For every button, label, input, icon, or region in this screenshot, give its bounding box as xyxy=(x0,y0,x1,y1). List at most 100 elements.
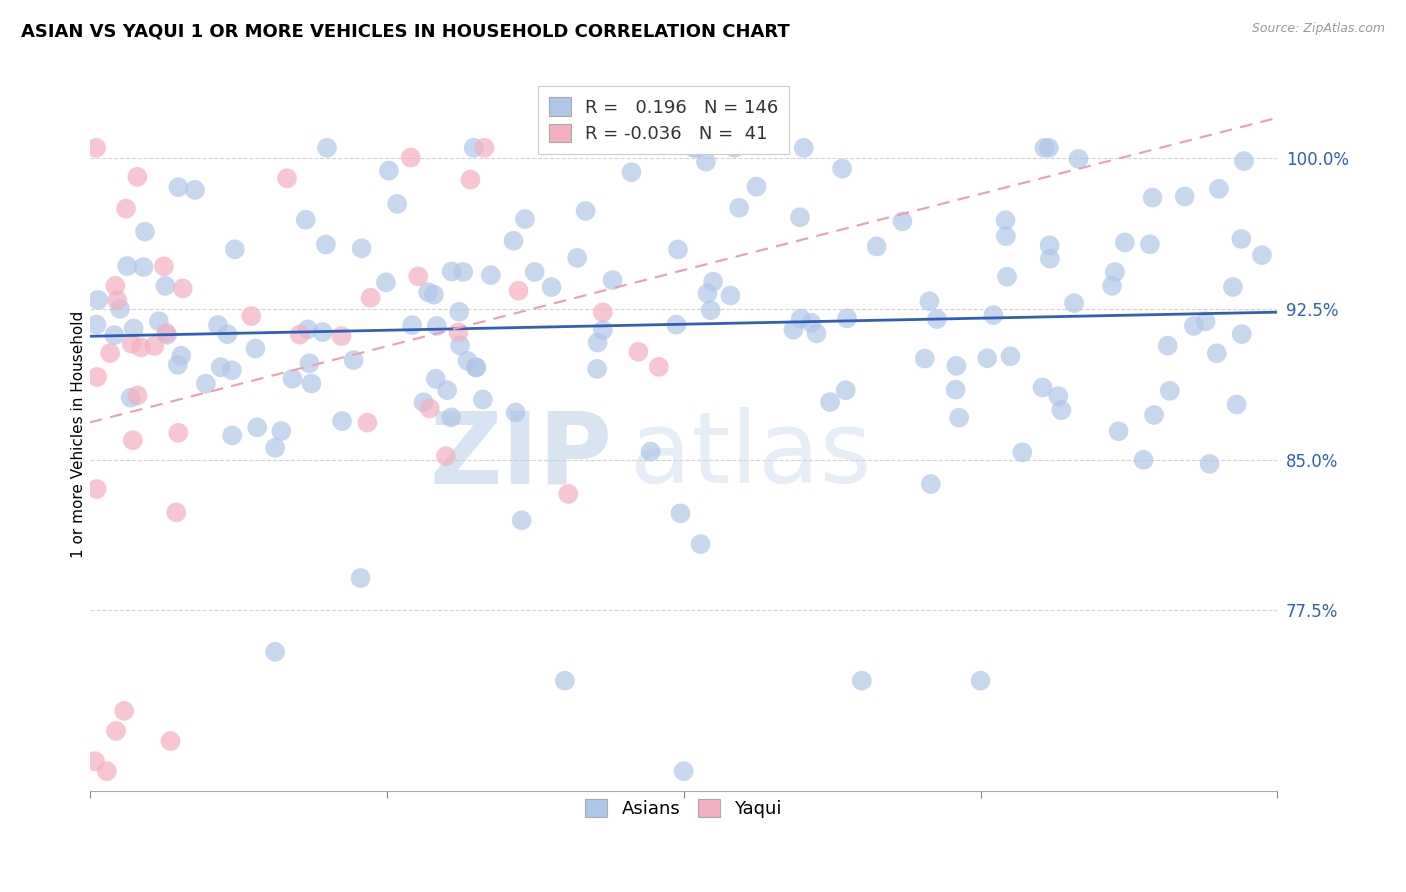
Point xyxy=(419,401,441,416)
Point xyxy=(281,372,304,386)
Point xyxy=(945,359,967,373)
Point xyxy=(891,214,914,228)
Point xyxy=(834,383,856,397)
Point xyxy=(1222,280,1244,294)
Point xyxy=(640,444,662,458)
Point xyxy=(983,308,1005,322)
Point xyxy=(105,723,128,738)
Point xyxy=(1132,453,1154,467)
Point xyxy=(166,358,188,372)
Point xyxy=(96,764,118,779)
Point xyxy=(505,405,527,419)
Point xyxy=(463,141,485,155)
Point xyxy=(1067,152,1090,166)
Point xyxy=(170,349,193,363)
Point xyxy=(510,513,533,527)
Point xyxy=(447,326,470,340)
Point xyxy=(217,327,239,342)
Point xyxy=(574,203,596,218)
Point xyxy=(1205,346,1227,360)
Point xyxy=(1038,141,1060,155)
Point xyxy=(1104,265,1126,279)
Point xyxy=(479,268,502,282)
Point xyxy=(557,487,579,501)
Point xyxy=(343,353,366,368)
Point xyxy=(672,764,695,779)
Point xyxy=(1114,235,1136,250)
Point xyxy=(682,141,704,155)
Point xyxy=(155,326,177,340)
Point xyxy=(1157,339,1180,353)
Point xyxy=(378,163,401,178)
Point xyxy=(132,260,155,274)
Point xyxy=(399,151,422,165)
Point xyxy=(406,269,429,284)
Point xyxy=(508,284,530,298)
Point xyxy=(294,212,316,227)
Point xyxy=(423,287,446,301)
Point xyxy=(976,351,998,366)
Point xyxy=(330,329,353,343)
Point xyxy=(471,392,494,407)
Point xyxy=(434,449,457,463)
Point xyxy=(831,161,853,176)
Point xyxy=(995,269,1018,284)
Point xyxy=(793,141,815,155)
Point xyxy=(167,180,190,194)
Point xyxy=(1108,424,1130,438)
Point xyxy=(1047,389,1070,403)
Point xyxy=(994,229,1017,244)
Point xyxy=(1039,252,1062,266)
Point xyxy=(666,243,689,257)
Point xyxy=(925,312,948,326)
Text: ASIAN VS YAQUI 1 OR MORE VEHICLES IN HOUSEHOLD CORRELATION CHART: ASIAN VS YAQUI 1 OR MORE VEHICLES IN HOU… xyxy=(21,22,790,40)
Point xyxy=(121,434,143,448)
Point xyxy=(1101,278,1123,293)
Point xyxy=(127,388,149,402)
Point xyxy=(349,571,371,585)
Point xyxy=(465,360,488,375)
Point xyxy=(86,482,108,496)
Point xyxy=(246,420,269,434)
Point xyxy=(1230,232,1253,246)
Point xyxy=(224,243,246,257)
Point xyxy=(148,314,170,328)
Text: Source: ZipAtlas.com: Source: ZipAtlas.com xyxy=(1251,22,1385,36)
Point xyxy=(800,316,823,330)
Point xyxy=(969,673,991,688)
Point xyxy=(699,303,721,318)
Point xyxy=(1174,189,1197,203)
Point xyxy=(474,141,496,155)
Point xyxy=(440,264,463,278)
Point xyxy=(1033,141,1056,155)
Point xyxy=(948,410,970,425)
Point xyxy=(412,395,434,409)
Point xyxy=(425,372,447,386)
Y-axis label: 1 or more Vehicles in Household: 1 or more Vehicles in Household xyxy=(72,310,86,558)
Point xyxy=(120,391,142,405)
Point xyxy=(156,327,179,342)
Text: ZIP: ZIP xyxy=(430,408,613,504)
Point xyxy=(914,351,936,366)
Point xyxy=(115,259,138,273)
Point xyxy=(669,507,692,521)
Point xyxy=(920,477,942,491)
Point xyxy=(866,239,889,253)
Point xyxy=(122,321,145,335)
Point xyxy=(121,336,143,351)
Point xyxy=(602,273,624,287)
Point xyxy=(782,323,804,337)
Point xyxy=(627,344,650,359)
Point xyxy=(1142,191,1164,205)
Point xyxy=(918,294,941,309)
Point xyxy=(264,441,287,455)
Point xyxy=(745,179,768,194)
Point xyxy=(86,318,108,332)
Point xyxy=(165,505,187,519)
Point xyxy=(586,361,609,376)
Point xyxy=(1208,182,1230,196)
Point xyxy=(288,327,311,342)
Point xyxy=(523,265,546,279)
Point xyxy=(451,265,474,279)
Point xyxy=(87,293,110,307)
